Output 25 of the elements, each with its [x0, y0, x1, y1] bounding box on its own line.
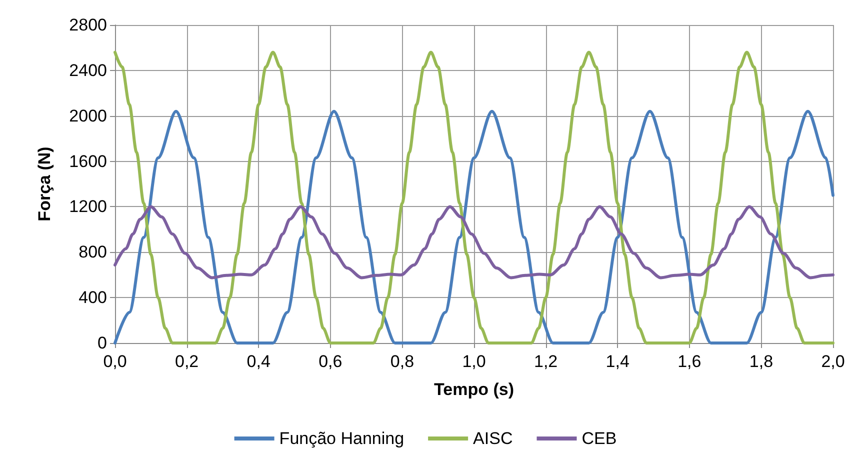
y-tick-label: 2000 — [69, 106, 107, 126]
legend-label: Função Hanning — [279, 429, 404, 448]
x-tick-label: 0,2 — [174, 352, 199, 371]
x-tick-label: 2,0 — [821, 352, 845, 371]
x-tick-label: 1,8 — [749, 352, 774, 371]
x-tick-label: 0,8 — [390, 352, 414, 371]
x-tick-label: 1,4 — [606, 352, 630, 371]
y-tick-label: 1200 — [69, 197, 107, 216]
y-tick-label: 2800 — [69, 16, 107, 34]
x-axis-title: Tempo (s) — [434, 380, 514, 399]
x-tick-label: 0,0 — [103, 352, 127, 371]
line-series — [114, 205, 834, 280]
x-tick-label: 1,2 — [534, 352, 558, 371]
y-tick-label: 1600 — [69, 152, 107, 171]
y-tick-label: 2400 — [69, 60, 107, 80]
legend-label: CEB — [582, 429, 617, 448]
y-tick-label: 400 — [78, 288, 107, 308]
x-tick-label: 0,6 — [318, 352, 342, 371]
x-tick-label: 0,4 — [246, 352, 270, 371]
legend-label: AISC — [473, 429, 513, 448]
y-axis-title: Força (N) — [35, 146, 54, 222]
y-tick-label: 0 — [98, 334, 107, 352]
x-tick-label: 1,6 — [678, 352, 702, 371]
y-tick-label: 800 — [78, 242, 107, 262]
x-tick-label: 1,0 — [462, 352, 486, 371]
